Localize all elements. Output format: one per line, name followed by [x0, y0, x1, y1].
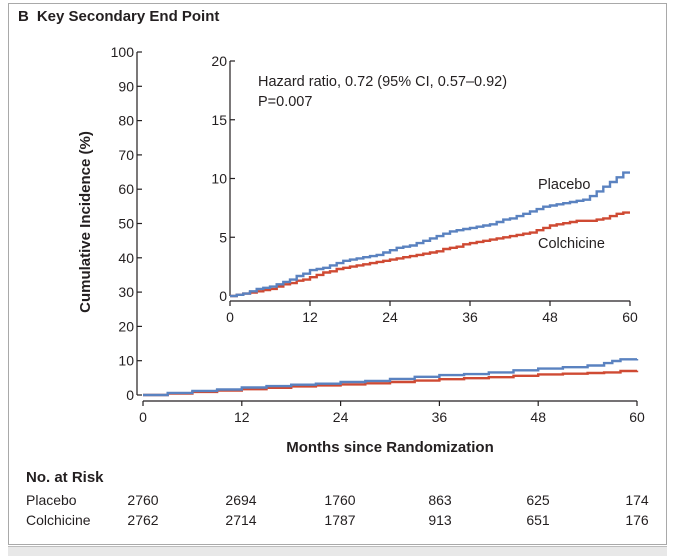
x-tick-label: 60: [629, 409, 645, 425]
y-tick-label: 90: [118, 78, 134, 94]
bottom-band: [8, 546, 667, 556]
y-tick-label: 0: [219, 288, 227, 304]
colchicine-series-label: Colchicine: [538, 236, 605, 252]
risk-row-placebo: Placebo 2760 2694 1760 863 625 174: [0, 492, 676, 512]
risk-table-title: No. at Risk: [26, 469, 104, 486]
y-tick-label: 10: [211, 171, 227, 187]
x-tick-label: 0: [139, 409, 147, 425]
y-tick-label: 40: [118, 250, 134, 266]
series-line-placebo: [143, 358, 639, 397]
risk-count: 2762: [127, 512, 159, 528]
figure-frame: [8, 3, 667, 545]
y-tick-label: 20: [211, 53, 227, 69]
y-axis-title: Cumulative Incidence (%): [77, 131, 94, 313]
y-tick-label: 60: [118, 181, 134, 197]
x-tick-label: 60: [622, 309, 638, 325]
y-tick-label: 0: [126, 387, 134, 403]
x-tick-label: 24: [333, 409, 349, 425]
panel-letter: B: [18, 8, 29, 25]
risk-count: 913: [428, 512, 452, 528]
y-tick-label: 50: [118, 216, 134, 232]
risk-row-label: Placebo: [26, 492, 77, 508]
x-tick-label: 12: [234, 409, 250, 425]
y-tick-label: 15: [211, 112, 227, 128]
placebo-series-label: Placebo: [538, 177, 590, 193]
series-line-colchicine: [230, 211, 630, 298]
panel-title: B Key Secondary End Point: [18, 8, 219, 25]
x-axis-title: Months since Randomization: [286, 439, 494, 456]
y-tick-label: 80: [118, 113, 134, 129]
y-tick-label: 10: [118, 353, 134, 369]
risk-row-label: Colchicine: [26, 512, 91, 528]
risk-count: 174: [625, 492, 649, 508]
risk-count: 1760: [324, 492, 356, 508]
y-tick-label: 70: [118, 147, 134, 163]
p-value-annotation: P=0.007: [258, 94, 312, 110]
risk-row-colchicine: Colchicine 2762 2714 1787 913 651 176: [0, 512, 676, 532]
y-tick-label: 30: [118, 284, 134, 300]
inset-chart: 0 5 10 15 20 0 12 24 36 48 60 Hazard ratio, 0.72 (9…: [211, 53, 638, 325]
hazard-ratio-annotation: Hazard ratio, 0.72 (95% CI, 0.57–0.92): [258, 74, 507, 90]
x-tick-label: 24: [382, 309, 398, 325]
x-tick-label: 36: [462, 309, 478, 325]
risk-count: 625: [526, 492, 550, 508]
risk-count: 1787: [324, 512, 356, 528]
panel-title-text: Key Secondary End Point: [36, 8, 220, 25]
risk-count: 863: [428, 492, 452, 508]
risk-count: 176: [625, 512, 649, 528]
y-tick-label: 5: [219, 229, 227, 245]
risk-count: 651: [526, 512, 550, 528]
risk-count: 2760: [127, 492, 159, 508]
y-tick-label: 100: [111, 44, 135, 60]
x-tick-label: 12: [302, 309, 318, 325]
risk-count: 2714: [225, 512, 257, 528]
x-tick-label: 48: [530, 409, 546, 425]
x-tick-label: 36: [432, 409, 448, 425]
y-tick-label: 20: [118, 318, 134, 334]
x-tick-label: 0: [226, 309, 234, 325]
x-tick-label: 48: [542, 309, 558, 325]
series-line-placebo: [230, 171, 630, 298]
risk-count: 2694: [225, 492, 257, 508]
